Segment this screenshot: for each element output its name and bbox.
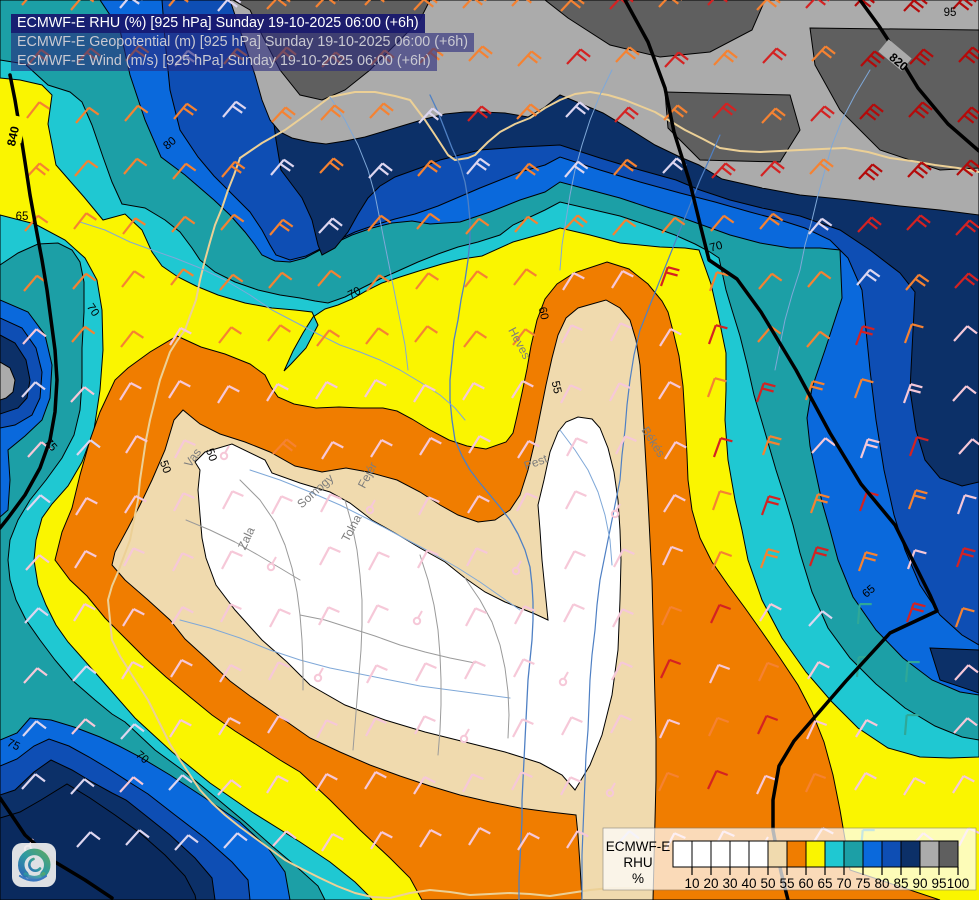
svg-text:40: 40 bbox=[741, 876, 756, 891]
svg-text:60: 60 bbox=[798, 876, 813, 891]
svg-text:65: 65 bbox=[16, 211, 29, 223]
svg-text:55: 55 bbox=[549, 380, 563, 395]
svg-text:10: 10 bbox=[684, 876, 699, 891]
svg-text:50: 50 bbox=[203, 447, 219, 463]
svg-text:%: % bbox=[632, 871, 644, 886]
svg-text:100: 100 bbox=[947, 876, 970, 891]
svg-text:20: 20 bbox=[703, 876, 718, 891]
svg-text:85: 85 bbox=[893, 876, 908, 891]
svg-text:ECMWF-E: ECMWF-E bbox=[606, 839, 671, 854]
svg-text:80: 80 bbox=[874, 876, 889, 891]
svg-text:50: 50 bbox=[760, 876, 775, 891]
svg-text:RHU: RHU bbox=[623, 855, 652, 870]
svg-text:75: 75 bbox=[5, 737, 22, 753]
svg-text:65: 65 bbox=[817, 876, 832, 891]
svg-text:70: 70 bbox=[836, 876, 851, 891]
svg-text:90: 90 bbox=[912, 876, 927, 891]
svg-text:55: 55 bbox=[779, 876, 794, 891]
svg-text:70: 70 bbox=[346, 285, 363, 302]
svg-text:95: 95 bbox=[931, 876, 946, 891]
svg-text:60: 60 bbox=[536, 306, 550, 321]
svg-text:840: 840 bbox=[4, 125, 22, 148]
svg-text:30: 30 bbox=[722, 876, 737, 891]
svg-text:75: 75 bbox=[855, 876, 870, 891]
svg-text:70: 70 bbox=[708, 240, 723, 255]
svg-text:50: 50 bbox=[157, 459, 173, 475]
svg-text:95: 95 bbox=[944, 7, 957, 19]
